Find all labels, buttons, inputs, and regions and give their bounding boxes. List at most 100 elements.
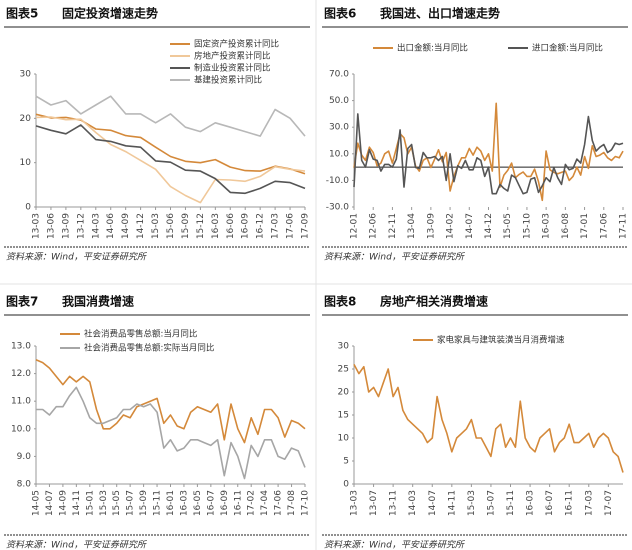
legend-label: 制造业投资累计同比 xyxy=(194,63,271,74)
legend-label: 家电家具与建筑装潢当月消费增速 xyxy=(437,335,565,346)
x-tick-label: 15-03 xyxy=(151,213,161,239)
series-line xyxy=(35,359,306,444)
x-tick-label: 16-08 xyxy=(561,213,571,239)
x-tick-label: 16-07 xyxy=(206,490,216,516)
x-tick-label: 15-07 xyxy=(486,490,496,516)
x-tick-label: 15-11 xyxy=(506,490,516,516)
x-tick-label: 13-03 xyxy=(350,490,360,516)
y-tick-label: -30.0 xyxy=(326,203,350,213)
x-tick-label: 15-09 xyxy=(181,213,191,239)
x-tick-label: 14-06 xyxy=(106,213,116,239)
x-tick-label: 14-03 xyxy=(408,490,418,516)
series-line xyxy=(353,113,624,195)
x-tick-label: 16-12 xyxy=(256,213,266,239)
x-tick-label: 13-12 xyxy=(76,213,86,239)
chart-title: 固定投资增速走势 xyxy=(62,6,158,21)
y-tick-label: 10.0 xyxy=(11,424,31,434)
x-tick-label: 14-12 xyxy=(136,213,146,239)
series-line xyxy=(353,364,624,473)
legend-label: 社会消费品零售总额:实际当月同比 xyxy=(84,343,214,354)
x-tick-label: 15-05 xyxy=(112,490,122,516)
x-tick-label: 15-05 xyxy=(503,213,513,239)
legend-label: 出口金额:当月同比 xyxy=(397,43,468,54)
x-tick-label: 15-07 xyxy=(126,490,136,516)
x-tick-label: 17-06 xyxy=(599,213,609,239)
x-tick-label: 16-09 xyxy=(241,213,251,239)
x-tick-label: 15-03 xyxy=(99,490,109,516)
x-tick-label: 16-05 xyxy=(193,490,203,516)
y-tick-label: 50.0 xyxy=(329,96,349,106)
x-tick-label: 17-06 xyxy=(286,213,296,239)
series-line xyxy=(36,386,306,480)
source: 资料来源：Wind，平安证券研究所 xyxy=(6,252,148,263)
x-tick-label: 13-03 xyxy=(32,213,42,239)
x-tick-label: 16-09 xyxy=(220,490,230,516)
x-tick-label: 14-07 xyxy=(465,213,475,239)
y-tick-label: 10 xyxy=(20,158,32,168)
x-tick-label: 17-03 xyxy=(271,213,281,239)
chart-label: 图表7 xyxy=(6,294,38,309)
x-tick-label: 16-03 xyxy=(526,490,536,516)
x-tick-label: 14-09 xyxy=(121,213,131,239)
chart-label: 图表5 xyxy=(6,6,38,21)
legend-label: 房地产投资累计同比 xyxy=(194,51,271,62)
y-tick-label: 30.0 xyxy=(329,123,349,133)
x-tick-label: 16-01 xyxy=(166,490,176,516)
x-tick-label: 14-07 xyxy=(45,490,55,516)
legend-label: 进口金额:当月同比 xyxy=(532,43,603,54)
x-tick-label: 16-06 xyxy=(226,213,236,239)
x-tick-label: 14-09 xyxy=(58,490,68,516)
x-tick-label: 15-12 xyxy=(196,213,206,239)
x-tick-label: 17-09 xyxy=(301,213,311,239)
x-tick-label: 15-09 xyxy=(139,490,149,516)
legend-label: 固定资产投资累计同比 xyxy=(194,39,279,50)
y-tick-label: -10.0 xyxy=(326,176,350,186)
y-tick-label: 70.0 xyxy=(329,70,349,80)
x-tick-label: 17-03 xyxy=(584,490,594,516)
x-tick-label: 14-11 xyxy=(447,490,457,516)
x-tick-label: 13-09 xyxy=(61,213,71,239)
x-tick-label: 12-11 xyxy=(388,213,398,239)
y-tick-label: 20 xyxy=(20,114,32,124)
x-tick-label: 15-03 xyxy=(467,490,477,516)
x-tick-label: 14-07 xyxy=(428,490,438,516)
x-tick-label: 17-04 xyxy=(260,490,270,516)
y-tick-label: 10 xyxy=(338,434,350,444)
chart-label: 图表6 xyxy=(324,6,356,21)
y-tick-label: 0 xyxy=(343,480,349,490)
y-tick-label: 25 xyxy=(338,365,349,375)
x-tick-label: 17-08 xyxy=(287,490,297,516)
source: 资料来源：Wind，平安证券研究所 xyxy=(324,252,466,263)
x-tick-label: 17-11 xyxy=(619,213,629,239)
x-tick-label: 16-11 xyxy=(233,490,243,516)
x-tick-label: 16-03 xyxy=(542,213,552,239)
x-tick-label: 14-12 xyxy=(484,213,494,239)
x-tick-label: 13-11 xyxy=(389,490,399,516)
source: 资料来源：Wind，平安证券研究所 xyxy=(324,540,466,550)
y-tick-label: 8.0 xyxy=(17,480,32,490)
legend-label: 社会消费品零售总额:当月同比 xyxy=(84,329,197,340)
series-line xyxy=(35,116,306,204)
x-tick-label: 14-11 xyxy=(72,490,82,516)
x-tick-label: 13-06 xyxy=(46,213,56,239)
series-line xyxy=(35,124,306,195)
y-tick-label: 13.0 xyxy=(11,342,31,352)
x-tick-label: 15-10 xyxy=(522,213,532,239)
series-line xyxy=(35,95,306,137)
x-tick-label: 17-01 xyxy=(580,213,590,239)
x-tick-label: 14-02 xyxy=(446,213,456,239)
x-tick-label: 16-07 xyxy=(545,490,555,516)
chart-title: 房地产相关消费增速 xyxy=(380,294,488,309)
y-tick-label: 30 xyxy=(20,70,32,80)
y-tick-label: 20 xyxy=(338,388,350,398)
x-tick-label: 17-10 xyxy=(301,490,311,516)
legend-label: 基建投资累计同比 xyxy=(194,75,262,86)
x-tick-label: 15-06 xyxy=(166,213,176,239)
chart-title: 我国消费增速 xyxy=(62,294,134,309)
x-tick-label: 12-01 xyxy=(350,213,360,239)
x-tick-label: 16-03 xyxy=(211,213,221,239)
chart-label: 图表8 xyxy=(324,294,356,309)
x-tick-label: 16-03 xyxy=(179,490,189,516)
x-tick-label: 17-02 xyxy=(247,490,257,516)
x-tick-label: 12-06 xyxy=(369,213,379,239)
